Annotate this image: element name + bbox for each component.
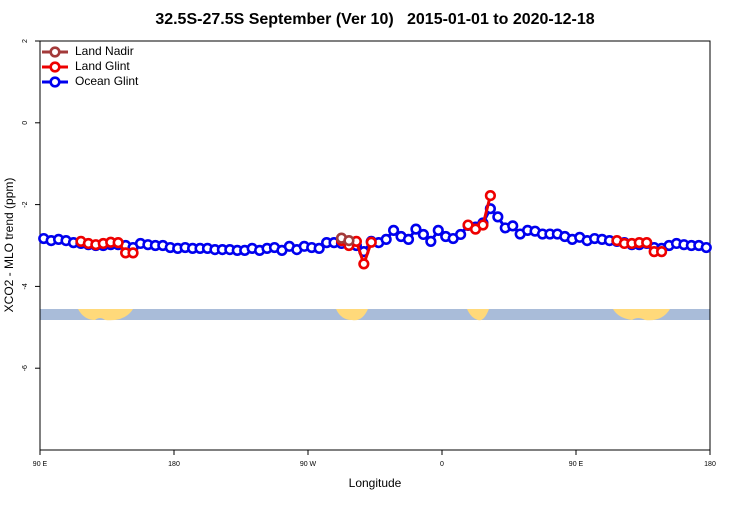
data-point <box>313 242 325 254</box>
land-strip <box>467 309 489 321</box>
x-tick-label: 0 <box>440 461 444 468</box>
y-tick-label: 0 <box>22 121 29 125</box>
data-point <box>492 211 504 223</box>
legend-marker <box>49 76 61 88</box>
legend-marker <box>49 46 61 58</box>
data-point <box>656 246 668 258</box>
land-strip <box>336 309 368 321</box>
land-strip <box>613 309 670 321</box>
data-point <box>127 247 139 259</box>
x-axis-label: Longitude <box>349 476 402 490</box>
data-point <box>358 258 370 270</box>
data-point <box>365 236 377 248</box>
data-point <box>343 234 355 247</box>
x-tick-label: 90 W <box>300 461 317 468</box>
y-tick-label: -2 <box>22 201 29 207</box>
data-point <box>455 228 467 241</box>
y-tick-label: 2 <box>22 39 29 43</box>
y-axis-label: XCO2 - MLO trend (ppm) <box>2 178 16 313</box>
data-point <box>425 235 437 248</box>
data-point <box>380 233 392 245</box>
x-tick-label: 180 <box>704 461 716 468</box>
x-tick-label: 90 E <box>569 461 584 468</box>
data-point <box>388 224 400 236</box>
chart-title: 32.5S-27.5S September (Ver 10) 2015-01-0… <box>155 11 594 28</box>
data-point <box>477 219 489 231</box>
legend-marker <box>49 61 61 73</box>
legend-label: Ocean Glint <box>75 74 139 88</box>
data-point <box>112 237 124 249</box>
data-point <box>641 237 653 249</box>
y-tick-label: -4 <box>22 283 29 289</box>
data-point <box>417 228 429 241</box>
legend-label: Land Glint <box>75 59 130 73</box>
x-tick-label: 90 E <box>33 461 48 468</box>
data-point <box>402 233 415 245</box>
land-strip <box>78 309 133 321</box>
data-point <box>410 223 422 235</box>
data-point <box>484 190 496 202</box>
ocean-strip <box>40 309 710 320</box>
legend-label: Land Nadir <box>75 44 134 58</box>
y-tick-label: -6 <box>22 365 29 371</box>
land-ocean-strip <box>40 309 710 321</box>
x-tick-label: 180 <box>168 461 180 468</box>
data-point <box>432 224 444 236</box>
data-point <box>507 220 519 232</box>
data-point <box>700 241 712 254</box>
